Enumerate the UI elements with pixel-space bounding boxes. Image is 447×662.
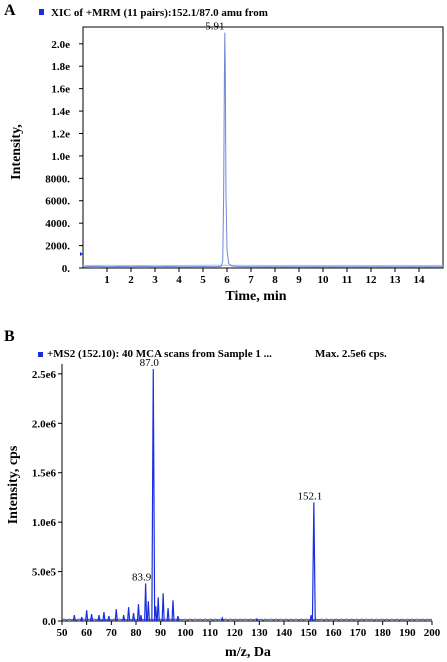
- panel-a-y-tick-label: 0.: [62, 263, 71, 275]
- panel-b-peak: [97, 614, 101, 622]
- panel-b-peak: [90, 613, 94, 622]
- panel-a-xlabel: Time, min: [225, 289, 286, 304]
- panel-a-y-tick-label: 4000.: [45, 218, 70, 230]
- panel-b-x-tick-label: 90: [155, 627, 167, 639]
- panel-a-peak-label: 5.91: [205, 21, 224, 33]
- panel-b-peak: [309, 614, 313, 622]
- panel-a-x-tick-label: 3: [152, 274, 158, 286]
- panel-b-peak: [102, 612, 106, 622]
- panel-b-peak: [114, 609, 118, 622]
- panel-b-x-tick-label: 170: [350, 627, 367, 639]
- panel-a-x-tick-label: 5: [200, 274, 206, 286]
- panel-b-y-tick-label: 2.5e6: [32, 369, 57, 381]
- panel-b-peak: [171, 600, 175, 622]
- panel-b-peak: [136, 604, 141, 622]
- panel-b-noise: [61, 618, 433, 621]
- panel-a-x-tick-label: 14: [414, 274, 426, 286]
- panel-b-xlabel: m/z, Da: [225, 645, 271, 660]
- panel-b-peak: [156, 597, 160, 622]
- panel-a-x-tick-label: 2: [128, 274, 134, 286]
- panel-b-peak: [166, 608, 170, 622]
- panel-b-x-tick-label: 130: [251, 627, 268, 639]
- panel-b-peak: [311, 502, 316, 622]
- panel-a-x-tick-label: 8: [272, 274, 278, 286]
- panel-b-peak: [139, 614, 143, 622]
- panel-b-x-tick-label: 160: [325, 627, 342, 639]
- panel-a-y-tick-label: 2000.: [45, 241, 70, 253]
- panel-b-x-tick-label: 110: [202, 627, 218, 639]
- panel-b-y-tick-label: 1.0e6: [32, 517, 57, 529]
- panel-b-plot: 50 60 70 80 90 100 110 120 130 140 150 160 170 180 190…: [32, 357, 441, 639]
- panel-b-peak: [72, 614, 76, 622]
- panel-b-peak: [161, 593, 165, 622]
- panel-b-peak: [144, 583, 148, 622]
- panel-b-peak-label: 83.9: [132, 571, 152, 583]
- panel-b-x-tick-label: 150: [300, 627, 317, 639]
- panel-b-x-tick-label: 180: [374, 627, 391, 639]
- panel-a-ylabel: Intensity,: [9, 124, 24, 180]
- panel-a-x-tick-label: 12: [366, 274, 378, 286]
- panel-b-peak: [146, 601, 150, 622]
- panel-a-y-tick-label: 1.6e: [51, 84, 70, 96]
- panel-b-y-tick-label: 0.0: [42, 616, 56, 628]
- panel-b-x-tick-label: 50: [57, 627, 69, 639]
- panel-a-series-line: [82, 32, 444, 268]
- panel-b-x-tick-label: 200: [424, 627, 441, 639]
- panel-a-x-tick-label: 13: [390, 274, 402, 286]
- panel-a-y-tick-label: 1.8e: [51, 61, 70, 73]
- panel-b-x-tick-label: 120: [226, 627, 243, 639]
- panel-b-ylabel: Intensity, cps: [6, 445, 21, 524]
- panel-b-max-label: Max. 2.5e6 cps.: [315, 348, 387, 360]
- panel-b-peak: [131, 613, 136, 622]
- panel-b-x-tick-label: 70: [106, 627, 118, 639]
- panel-a-frame: [82, 26, 444, 269]
- panel-b-header: +MS2 (152.10): 40 MCA scans from Sample …: [47, 348, 272, 360]
- panel-b-peak: [151, 368, 156, 622]
- panel-b-x-tick-label: 80: [131, 627, 143, 639]
- panel-b-peak: [107, 615, 111, 622]
- panel-b-legend-marker: [38, 352, 43, 357]
- panel-b-x-tick-label: 190: [399, 627, 416, 639]
- panel-b-y-tick-label: 2.0e6: [32, 418, 57, 430]
- panel-a-y-tick-label: 8000.: [45, 173, 70, 185]
- panel-a-header: XIC of +MRM (11 pairs):152.1/87.0 amu fr…: [51, 7, 268, 19]
- panel-a-axis-marker: [80, 252, 83, 256]
- panel-a-x-tick-label: 7: [248, 274, 254, 286]
- panel-a-x-tick-label: 10: [318, 274, 330, 286]
- panel-a-legend-marker: [39, 9, 44, 15]
- panel-b-peak: [154, 606, 158, 622]
- panel-b-x-tick-label: 140: [276, 627, 293, 639]
- panel-a-x-tick-label: 6: [224, 274, 230, 286]
- panel-a-letter: A: [4, 2, 16, 19]
- panel-b-peak: [122, 614, 126, 622]
- panel-a-x-tick-label: 4: [176, 274, 182, 286]
- panel-b-peak: [127, 607, 131, 622]
- panel-b-peak: [220, 616, 224, 622]
- panel-a-y-tick-label: 2.0e: [51, 39, 70, 51]
- panel-b-peak-label: 152.1: [297, 490, 322, 502]
- panel-b-x-tick-label: 100: [177, 627, 194, 639]
- panel-a-y-tick-label: 6000.: [45, 196, 70, 208]
- panel-a-plot: 1 2 3 4 5 6 7 8 9 10 11 12 13 140.2000.4000.6000.8000…: [45, 21, 444, 286]
- panel-b-peak: [85, 610, 89, 622]
- panel-a-y-tick-label: 1.4e: [51, 106, 70, 118]
- panel-b-peak: [255, 617, 259, 622]
- panel-b-peak: [80, 616, 84, 622]
- panel-a-x-tick-label: 9: [296, 274, 302, 286]
- panel-a-x-tick-label: 11: [342, 274, 352, 286]
- panel-a-y-tick-label: 1.0e: [51, 151, 70, 163]
- panel-b-x-tick-label: 60: [81, 627, 93, 639]
- panel-b-letter: B: [4, 328, 15, 345]
- panel-a-y-tick-label: 1.2e: [51, 128, 70, 140]
- panel-b-peak-label: 87.0: [140, 357, 160, 369]
- panel-b-y-tick-label: 1.5e6: [32, 468, 57, 480]
- panel-b-y-tick-label: 5.0e5: [32, 567, 57, 579]
- panel-a-x-tick-label: 1: [104, 274, 110, 286]
- panel-b-peak: [176, 615, 180, 622]
